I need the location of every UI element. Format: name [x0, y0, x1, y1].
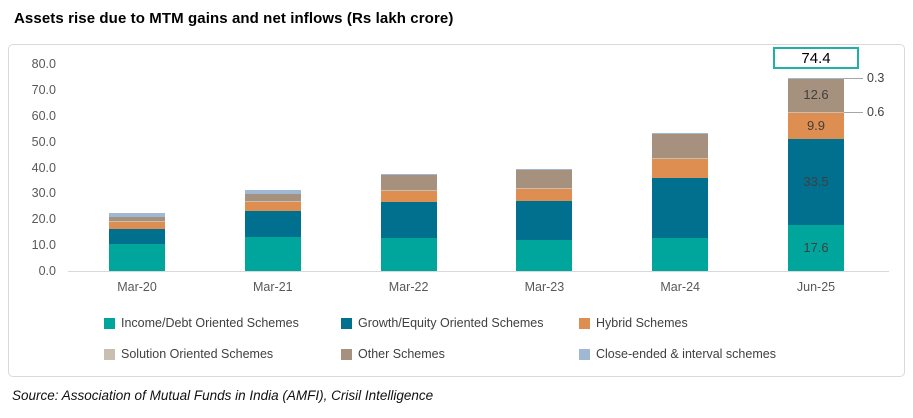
legend-item-label: Income/Debt Oriented Schemes	[121, 316, 299, 330]
bar-segment	[109, 216, 165, 222]
legend-row-1: Income/Debt Oriented Schemes Growth/Equit…	[104, 315, 688, 331]
bar-segment-value-label: 33.5	[803, 174, 829, 190]
x-axis-category-label: Mar-21	[253, 280, 293, 294]
bar-segment	[244, 211, 301, 237]
bar-segment	[652, 157, 709, 159]
bar-segment: 33.5	[788, 138, 844, 226]
legend-item: Other Schemes	[341, 346, 579, 362]
bar-segment	[516, 170, 573, 189]
bar-segment: 17.6	[788, 225, 844, 271]
x-axis-category-label: Mar-20	[117, 280, 157, 294]
legend-swatch-icon	[341, 317, 352, 329]
y-axis-tick-label: 80.0	[31, 57, 56, 71]
bar-segment	[516, 188, 573, 189]
legend-item: Close-ended & interval schemes	[579, 346, 776, 362]
callout-line	[844, 111, 863, 113]
bar-segment	[244, 193, 301, 202]
bar-segment	[652, 158, 709, 178]
legend-item: Hybrid Schemes	[579, 315, 688, 331]
legend-swatch-icon	[579, 317, 590, 329]
x-axis-category-label: Mar-23	[524, 280, 565, 294]
y-axis-tick-label: 50.0	[31, 134, 56, 149]
x-axis-category-label: Jun-25	[796, 280, 836, 294]
bar-segment	[244, 189, 301, 194]
bar-segment-value-label: 12.6	[803, 87, 829, 103]
legend-item: Solution Oriented Schemes	[104, 346, 341, 362]
legend-item-label: Close-ended & interval schemes	[596, 347, 776, 361]
bar-segment	[244, 202, 301, 212]
legend-item-label: Growth/Equity Oriented Schemes	[358, 316, 544, 330]
bar-segment	[380, 237, 437, 271]
bar-segment	[109, 229, 165, 245]
legend-item: Growth/Equity Oriented Schemes	[341, 315, 579, 331]
bar-segment	[788, 78, 844, 79]
chart-plot-container: Income/Debt Oriented Schemes Growth/Equit…	[8, 44, 905, 377]
bar-segment	[380, 175, 437, 190]
bar-segment	[109, 213, 165, 217]
bar-segment: 9.9	[788, 113, 844, 139]
legend-item-label: Hybrid Schemes	[596, 316, 688, 330]
bar-segment	[516, 188, 573, 202]
bar-segment	[244, 201, 301, 203]
bar-segment	[652, 133, 709, 158]
legend-swatch-icon	[104, 317, 115, 329]
legend-row-2: Solution Oriented Schemes Other Schemes Cl…	[104, 346, 776, 362]
y-axis-tick-label: 40.0	[31, 160, 56, 175]
y-axis-tick-label: 10.0	[31, 238, 56, 253]
y-axis-tick-label: 20.0	[31, 212, 56, 227]
bar-segment	[788, 111, 844, 114]
bar-segment	[380, 201, 437, 238]
legend-swatch-icon	[341, 348, 352, 360]
legend-item-label: Solution Oriented Schemes	[121, 347, 274, 361]
legend-item: Income/Debt Oriented Schemes	[104, 315, 341, 331]
chart-title: Assets rise due to MTM gains and net inf…	[14, 10, 454, 27]
bar-segment	[516, 169, 573, 171]
callout-label: 0.6	[867, 104, 885, 119]
y-axis-tick-label: 30.0	[31, 186, 56, 201]
bar-segment	[380, 173, 437, 176]
x-axis-line	[68, 271, 889, 272]
legend-item-label: Other Schemes	[358, 347, 445, 361]
bar-segment	[109, 221, 165, 222]
bar-segment: 12.6	[788, 79, 844, 112]
bar-segment	[380, 190, 437, 202]
callout-label: 0.3	[867, 71, 885, 86]
bar-segment	[652, 238, 709, 271]
legend-swatch-icon	[579, 348, 590, 360]
y-axis-tick-label: 60.0	[31, 108, 56, 123]
bar-segment	[244, 236, 301, 271]
legend-swatch-icon	[104, 348, 115, 360]
bar-segment	[109, 244, 165, 271]
x-axis-category-label: Mar-24	[660, 280, 700, 294]
y-axis-tick-label: 70.0	[31, 82, 56, 97]
bar-segment	[380, 190, 437, 191]
source-attribution: Source: Association of Mutual Funds in I…	[12, 388, 434, 403]
bar-segment-value-label: 17.6	[803, 240, 829, 256]
bar-segment	[652, 132, 709, 134]
bar-segment	[652, 177, 709, 239]
bar-segment	[516, 201, 573, 241]
total-value-box: 74.4	[773, 47, 859, 69]
y-axis-tick-label: 0.0	[38, 264, 56, 278]
bar-segment-value-label: 9.9	[806, 117, 826, 133]
bar-segment	[109, 221, 165, 230]
bar-segment	[516, 240, 573, 271]
callout-line	[844, 78, 863, 80]
x-axis-category-label: Mar-22	[388, 280, 429, 294]
